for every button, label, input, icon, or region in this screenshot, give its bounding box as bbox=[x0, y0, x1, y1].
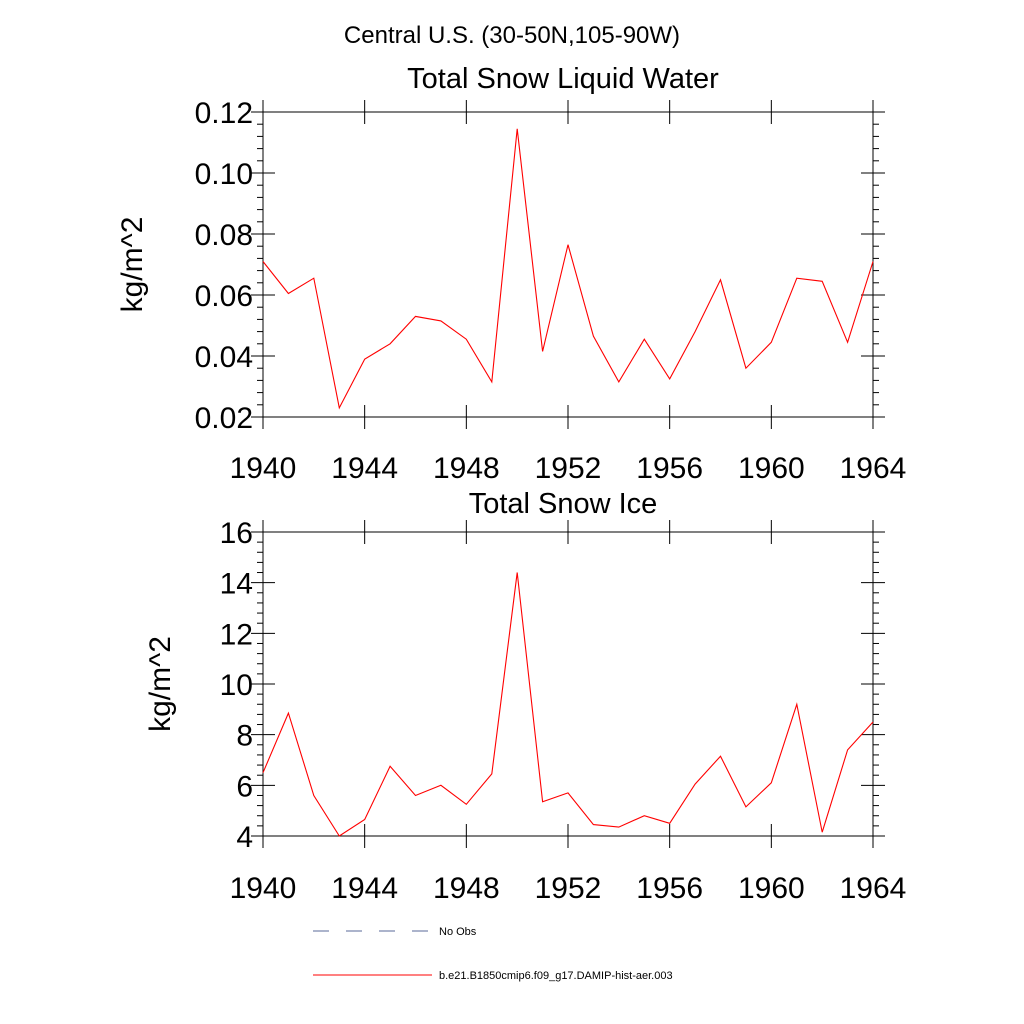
plot-frame bbox=[262, 531, 874, 837]
x-tick-label: 1956 bbox=[636, 872, 703, 905]
y-tick-label: 0.12 bbox=[195, 97, 253, 130]
series-line bbox=[262, 572, 874, 837]
y-tick-label: 12 bbox=[220, 618, 253, 651]
y-tick-label: 6 bbox=[236, 770, 253, 803]
y-tick-label: 0.02 bbox=[195, 402, 253, 435]
y-tick-label: 0.10 bbox=[195, 158, 253, 191]
figure-suptitle: Central U.S. (30-50N,105-90W) bbox=[344, 22, 680, 49]
x-tick-label: 1948 bbox=[433, 452, 500, 485]
y-tick-label: 4 bbox=[236, 821, 253, 854]
panel-snow-ice: Total Snow Ice kg/m^2 4 6 8 10 12 14 16 1940 1944 1… bbox=[144, 488, 906, 905]
y-tick-label: 0.04 bbox=[195, 341, 253, 374]
y-tick-label: 0.06 bbox=[195, 280, 253, 313]
y-tick-label: 16 bbox=[220, 517, 253, 550]
x-tick-label: 1956 bbox=[636, 452, 703, 485]
panel-snow-liquid-water: Total Snow Liquid Water kg/m^2 0.02 0.04 0.0… bbox=[116, 63, 906, 485]
plot-frame bbox=[262, 111, 874, 418]
panel-title: Total Snow Liquid Water bbox=[407, 63, 719, 95]
x-tick-label: 1944 bbox=[331, 452, 398, 485]
y-tick-label: 14 bbox=[220, 568, 253, 601]
x-tick-label: 1960 bbox=[738, 452, 805, 485]
y-tick-label: 8 bbox=[236, 720, 253, 753]
x-tick-label: 1960 bbox=[738, 872, 805, 905]
legend-no-obs-label: No Obs bbox=[439, 926, 477, 938]
x-tick-label: 1944 bbox=[331, 872, 398, 905]
x-tick-label: 1952 bbox=[535, 452, 602, 485]
panel-title: Total Snow Ice bbox=[469, 488, 658, 520]
x-tick-label: 1964 bbox=[840, 872, 907, 905]
legend-model-label: b.e21.B1850cmip6.f09_g17.DAMIP-hist-aer.… bbox=[439, 970, 673, 982]
x-tick-label: 1948 bbox=[433, 872, 500, 905]
y-axis-label: kg/m^2 bbox=[116, 217, 149, 313]
x-tick-label: 1940 bbox=[230, 452, 297, 485]
x-tick-label: 1964 bbox=[840, 452, 907, 485]
y-tick-label: 10 bbox=[220, 669, 253, 702]
y-tick-label: 0.08 bbox=[195, 219, 253, 252]
x-tick-label: 1940 bbox=[230, 872, 297, 905]
x-tick-label: 1952 bbox=[535, 872, 602, 905]
legend: No Obs b.e21.B1850cmip6.f09_g17.DAMIP-hi… bbox=[313, 926, 673, 982]
y-axis-label: kg/m^2 bbox=[144, 636, 177, 732]
series-line bbox=[262, 128, 874, 410]
